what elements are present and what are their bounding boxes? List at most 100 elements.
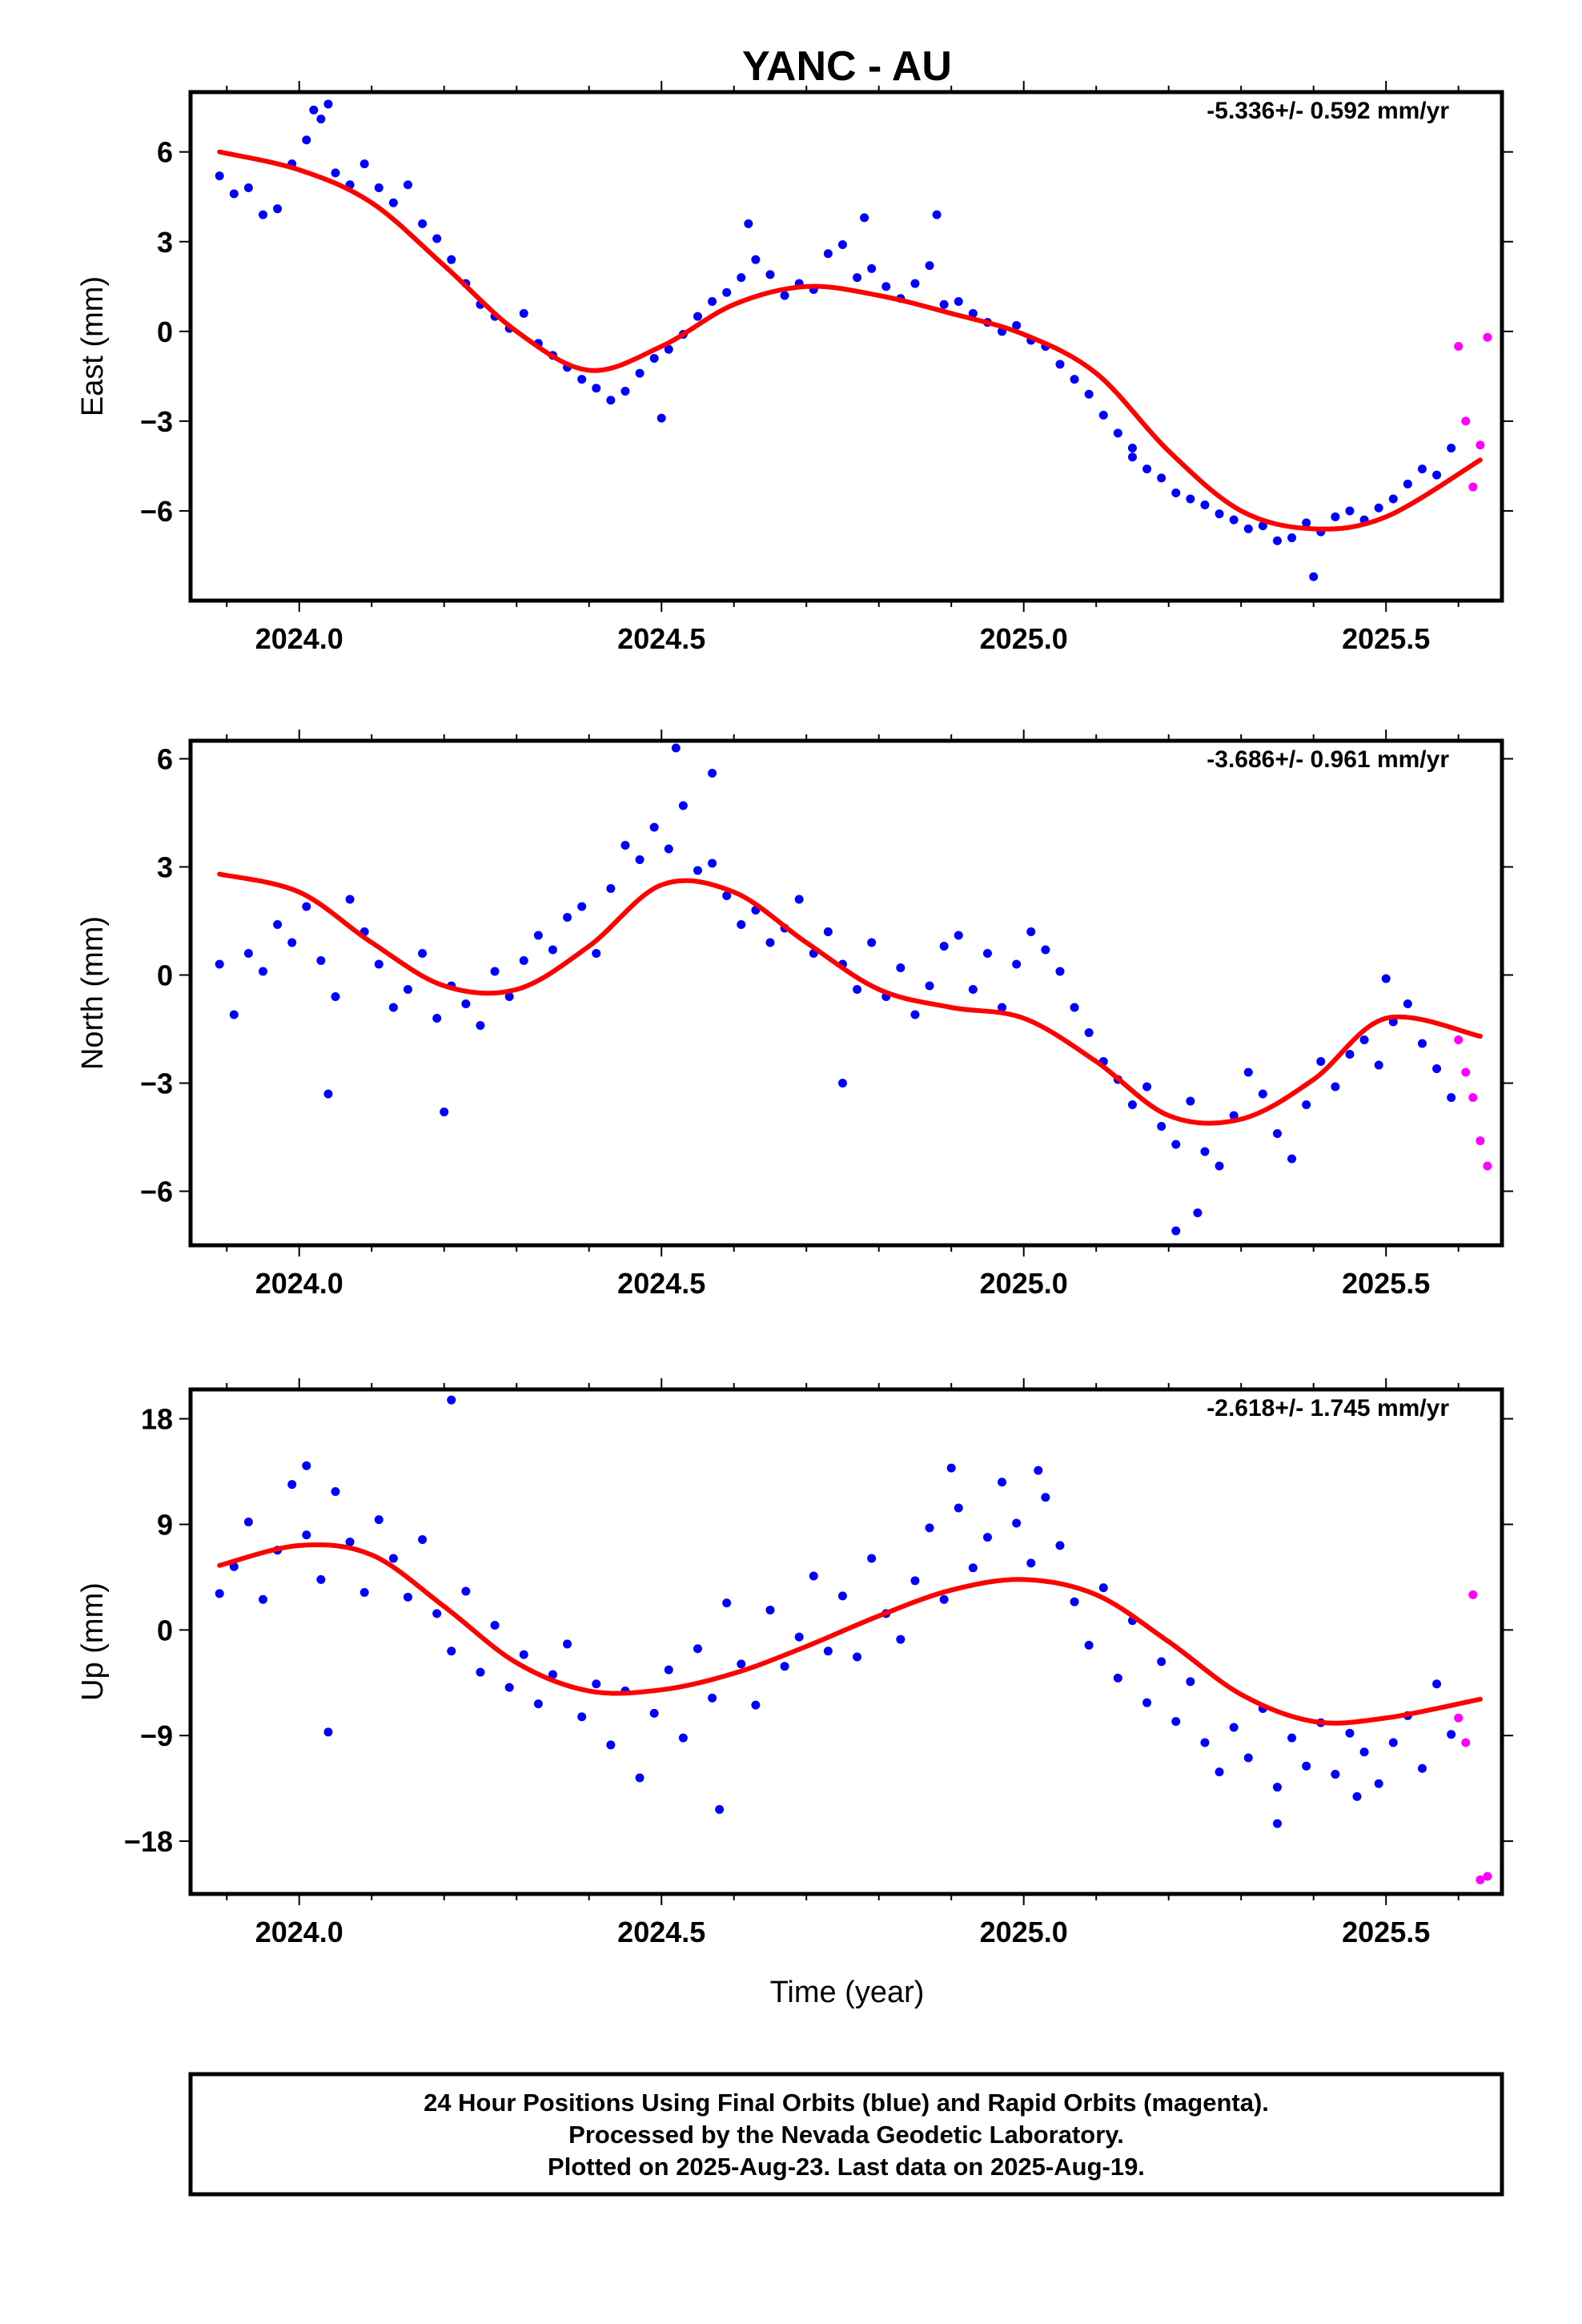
final-orbit-point xyxy=(563,1639,572,1649)
final-orbit-point xyxy=(323,99,333,109)
final-orbit-point xyxy=(1447,1093,1456,1102)
final-orbit-point xyxy=(606,396,616,405)
final-orbit-point xyxy=(1345,1728,1355,1738)
final-orbit-point xyxy=(374,183,383,193)
final-orbit-point xyxy=(403,1592,412,1602)
final-orbit-point xyxy=(925,1523,934,1533)
final-orbit-point xyxy=(548,945,557,955)
final-orbit-point xyxy=(1142,1698,1152,1707)
final-orbit-point xyxy=(708,858,717,868)
footer-line-3: Plotted on 2025-Aug-23. Last data on 202… xyxy=(548,2153,1145,2181)
final-orbit-point xyxy=(1302,1100,1311,1109)
final-orbit-point xyxy=(374,959,383,969)
y-tick-label: 0 xyxy=(157,1614,173,1647)
final-orbit-point xyxy=(954,1503,963,1513)
x-tick-label: 2025.0 xyxy=(980,622,1068,655)
final-orbit-point xyxy=(656,413,666,423)
final-orbit-point xyxy=(1272,1129,1282,1138)
final-orbit-point xyxy=(418,949,428,958)
final-orbit-point xyxy=(722,891,732,900)
final-orbit-point xyxy=(1345,1050,1355,1059)
final-orbit-point xyxy=(1026,1558,1036,1568)
final-orbit-point xyxy=(671,743,681,753)
final-orbit-point xyxy=(403,985,412,994)
footer-frame xyxy=(188,2072,1504,2197)
final-orbit-point xyxy=(592,384,601,393)
final-orbit-point xyxy=(1388,1738,1398,1747)
final-orbit-point xyxy=(215,1589,224,1598)
rapid-orbit-point xyxy=(1476,1136,1485,1145)
final-orbit-point xyxy=(837,240,847,249)
final-orbit-point xyxy=(331,168,340,178)
final-orbit-point xyxy=(896,963,905,972)
plot-frame xyxy=(188,738,1504,1248)
final-orbit-point xyxy=(737,920,746,929)
final-orbit-point xyxy=(744,219,753,228)
final-orbit-point xyxy=(1309,572,1319,581)
rapid-orbit-point xyxy=(1461,1738,1471,1747)
final-orbit-point xyxy=(1012,320,1022,330)
y-tick-label: 0 xyxy=(157,316,173,348)
y-tick-label: −18 xyxy=(124,1825,173,1858)
final-orbit-point xyxy=(1171,1140,1181,1149)
footer-box: 24 Hour Positions Using Final Orbits (bl… xyxy=(188,2072,1504,2197)
final-orbit-point xyxy=(1229,1723,1239,1732)
final-orbit-point xyxy=(490,1620,500,1630)
final-orbit-point xyxy=(867,938,877,947)
final-orbit-point xyxy=(1127,444,1137,452)
final-orbit-point xyxy=(649,1708,659,1718)
final-orbit-point xyxy=(229,1562,239,1571)
rapid-orbit-point xyxy=(1476,440,1485,450)
model-fit-line xyxy=(217,1542,1483,1726)
final-orbit-point xyxy=(794,1632,804,1642)
rapid-orbit-point xyxy=(1454,342,1464,351)
final-orbit-point xyxy=(853,985,862,994)
final-orbit-point xyxy=(1331,512,1340,521)
y-tick-label: 3 xyxy=(157,226,173,259)
model-fit-line xyxy=(217,149,1483,532)
final-orbit-point xyxy=(432,1014,442,1023)
final-orbit-point xyxy=(1403,999,1412,1008)
y-axis-label: Up (mm) xyxy=(76,1582,110,1701)
final-orbit-point xyxy=(635,855,644,864)
chart-title: YANC - AU xyxy=(742,43,952,90)
final-orbit-point xyxy=(461,1586,471,1596)
panel-east: 2024.0 2024.5 2025.0 2025.5 6 3 0 −3 −6 East (mm)… xyxy=(76,81,1513,655)
final-orbit-point xyxy=(316,115,326,124)
final-orbit-point xyxy=(1012,1518,1022,1528)
x-tick-label: 2024.5 xyxy=(617,1916,705,1948)
x-tick-label: 2025.0 xyxy=(980,1267,1068,1300)
final-orbit-point xyxy=(316,956,326,965)
final-orbit-point xyxy=(982,1533,992,1542)
final-orbit-point xyxy=(867,1554,877,1563)
x-tick-label: 2025.0 xyxy=(980,1916,1068,1948)
final-orbit-point xyxy=(432,1609,442,1618)
final-orbit-point xyxy=(563,913,572,922)
final-orbit-point xyxy=(737,1659,746,1669)
footer-line-2: Processed by the Nevada Geodetic Laborat… xyxy=(568,2121,1124,2149)
final-orbit-point xyxy=(432,234,442,243)
final-orbit-point xyxy=(765,1605,775,1614)
final-orbit-point xyxy=(1331,1082,1340,1092)
final-orbit-point xyxy=(440,1108,449,1116)
panel-north: 2024.0 2024.5 2025.0 2025.5 6 3 0 −3 −6 North (mm… xyxy=(76,730,1513,1300)
final-orbit-point xyxy=(794,895,804,904)
final-orbit-point xyxy=(418,1535,428,1545)
final-orbit-point xyxy=(693,1644,702,1654)
final-orbit-point xyxy=(1302,518,1311,528)
final-orbit-point xyxy=(1113,428,1122,438)
final-orbit-point xyxy=(1417,1763,1427,1773)
final-orbit-point xyxy=(946,1463,956,1473)
final-orbit-point xyxy=(606,884,616,893)
rapid-orbit-point xyxy=(1454,1713,1464,1723)
final-orbit-point xyxy=(867,263,877,273)
final-orbit-point xyxy=(302,1530,311,1540)
final-orbit-point xyxy=(1171,489,1181,498)
final-orbit-point xyxy=(1447,444,1456,452)
y-tick-label: −6 xyxy=(140,495,173,528)
final-orbit-point xyxy=(1034,1466,1043,1475)
final-orbit-point xyxy=(1229,1111,1239,1120)
final-orbit-point xyxy=(215,959,224,969)
final-orbit-point xyxy=(229,1010,239,1019)
final-orbit-point xyxy=(1417,1039,1427,1048)
